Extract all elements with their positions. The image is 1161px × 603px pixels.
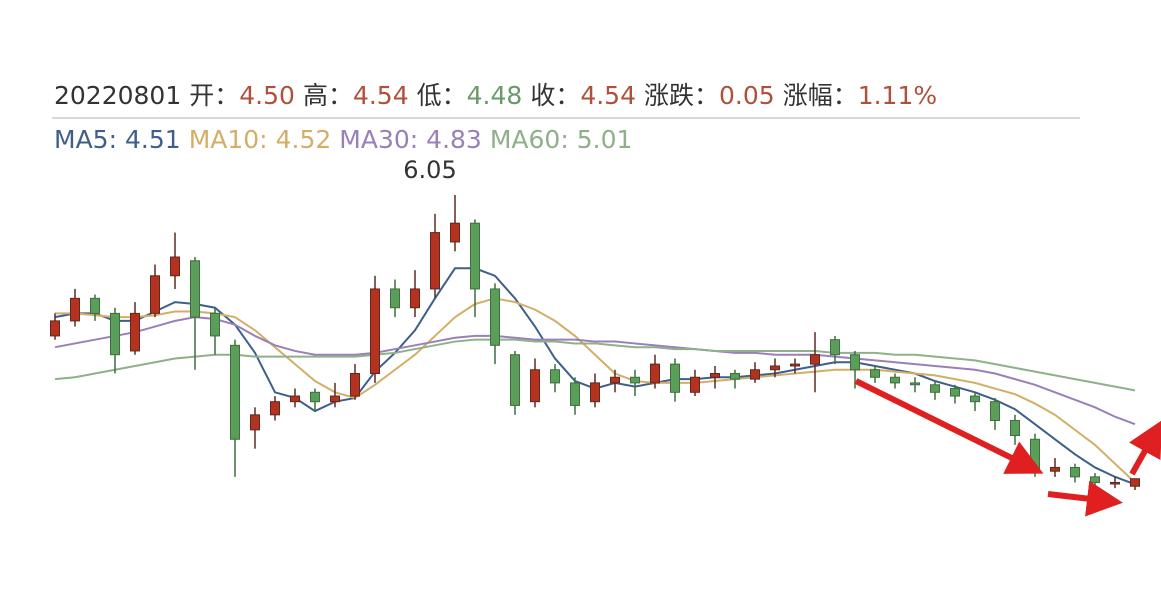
candle-body: [790, 363, 800, 367]
candle-body: [850, 354, 860, 371]
legend-value: 4.83: [426, 125, 482, 154]
candle-body: [270, 401, 280, 416]
candle-body: [730, 373, 740, 380]
legend-name: MA5:: [54, 125, 117, 154]
candle-body: [1130, 478, 1140, 487]
ma-line: [54, 316, 1136, 426]
candle-body: [310, 391, 320, 403]
field-label: 收：: [530, 81, 580, 110]
candle-body: [930, 384, 940, 393]
candle-body: [590, 382, 600, 403]
candle-body: [550, 369, 560, 384]
candle-body: [290, 395, 300, 403]
candle-body: [770, 365, 780, 371]
candle-body: [210, 312, 220, 337]
candle-body: [670, 363, 680, 393]
field-label: 涨跌：: [644, 81, 719, 110]
candle-body: [390, 288, 400, 309]
candle-body: [170, 256, 180, 277]
candle-body: [90, 297, 100, 314]
candle-body: [370, 288, 380, 375]
candle-body: [570, 382, 580, 406]
max-annotation: 6.05: [403, 156, 456, 184]
candle-body: [650, 363, 660, 384]
candle-body: [830, 339, 840, 356]
candle-body: [470, 222, 480, 290]
candle-body: [950, 388, 960, 397]
arrows: [854, 378, 1161, 517]
candle-body: [630, 376, 640, 384]
field-value: 4.54: [353, 81, 409, 110]
legend-value: 4.51: [125, 125, 181, 154]
candle-body: [150, 275, 160, 314]
candle-body: [890, 376, 900, 384]
ma-line: [55, 297, 1136, 484]
field-label: 高：: [303, 81, 353, 110]
candle-body: [1090, 476, 1100, 483]
candle-body: [450, 222, 460, 243]
candle-body: [190, 260, 200, 318]
legend-name: MA60:: [490, 125, 569, 154]
candle-body: [690, 376, 700, 393]
legend-name: MA30:: [339, 125, 418, 154]
field-label: 低：: [417, 81, 467, 110]
candle-body: [230, 344, 240, 440]
candle-body: [110, 312, 120, 356]
field-value: 4.48: [467, 81, 523, 110]
candle-body: [1010, 419, 1020, 437]
header: 20220801 开：4.50 高：4.54 低：4.48 收：4.54 涨跌：0.05 涨…: [54, 81, 937, 110]
field-value: 0.05: [719, 81, 775, 110]
candle-body: [610, 376, 620, 384]
candle-body: [870, 369, 880, 378]
candle-body: [350, 373, 360, 397]
candle-body: [990, 401, 1000, 421]
ma-legend: MA5: 4.51 MA10: 4.52 MA30: 4.83 MA60: 5.01: [54, 125, 632, 154]
candle-body: [70, 297, 80, 322]
field-value: 4.50: [239, 81, 295, 110]
candle-body: [910, 382, 920, 386]
field-label: 涨幅：: [783, 81, 858, 110]
arrow: [1047, 480, 1123, 517]
candle-body: [530, 369, 540, 403]
legend-text: MA5: 4.51 MA10: 4.52 MA30: 4.83 MA60: 5.01: [54, 125, 632, 154]
field-label: 开：: [189, 81, 239, 110]
candle-body: [490, 288, 500, 346]
candle-body: [330, 395, 340, 403]
candle-body: [1030, 438, 1040, 472]
candle-body: [1070, 466, 1080, 478]
legend-value: 4.52: [276, 125, 332, 154]
candle-body: [1110, 481, 1120, 485]
candle-body: [970, 395, 980, 403]
candle-body: [50, 320, 60, 337]
candle-body: [250, 414, 260, 431]
plot: 6.05: [50, 156, 1140, 490]
candle-body: [510, 354, 520, 406]
field-value: 1.11%: [858, 81, 937, 110]
candle-body: [710, 373, 720, 378]
candle-body: [410, 288, 420, 309]
candle-body: [130, 312, 140, 352]
candle-body: [1050, 466, 1060, 472]
field-value: 4.54: [580, 81, 636, 110]
candle-body: [750, 369, 760, 380]
legend-value: 5.01: [577, 125, 633, 154]
header-text: 20220801 开：4.50 高：4.54 低：4.48 收：4.54 涨跌：0.05 涨…: [54, 81, 937, 110]
arrow: [1129, 419, 1161, 476]
legend-name: MA10:: [189, 125, 268, 154]
date: 20220801: [54, 81, 181, 110]
arrow: [854, 378, 1044, 474]
candle-body: [810, 354, 820, 365]
candle-body: [430, 232, 440, 290]
